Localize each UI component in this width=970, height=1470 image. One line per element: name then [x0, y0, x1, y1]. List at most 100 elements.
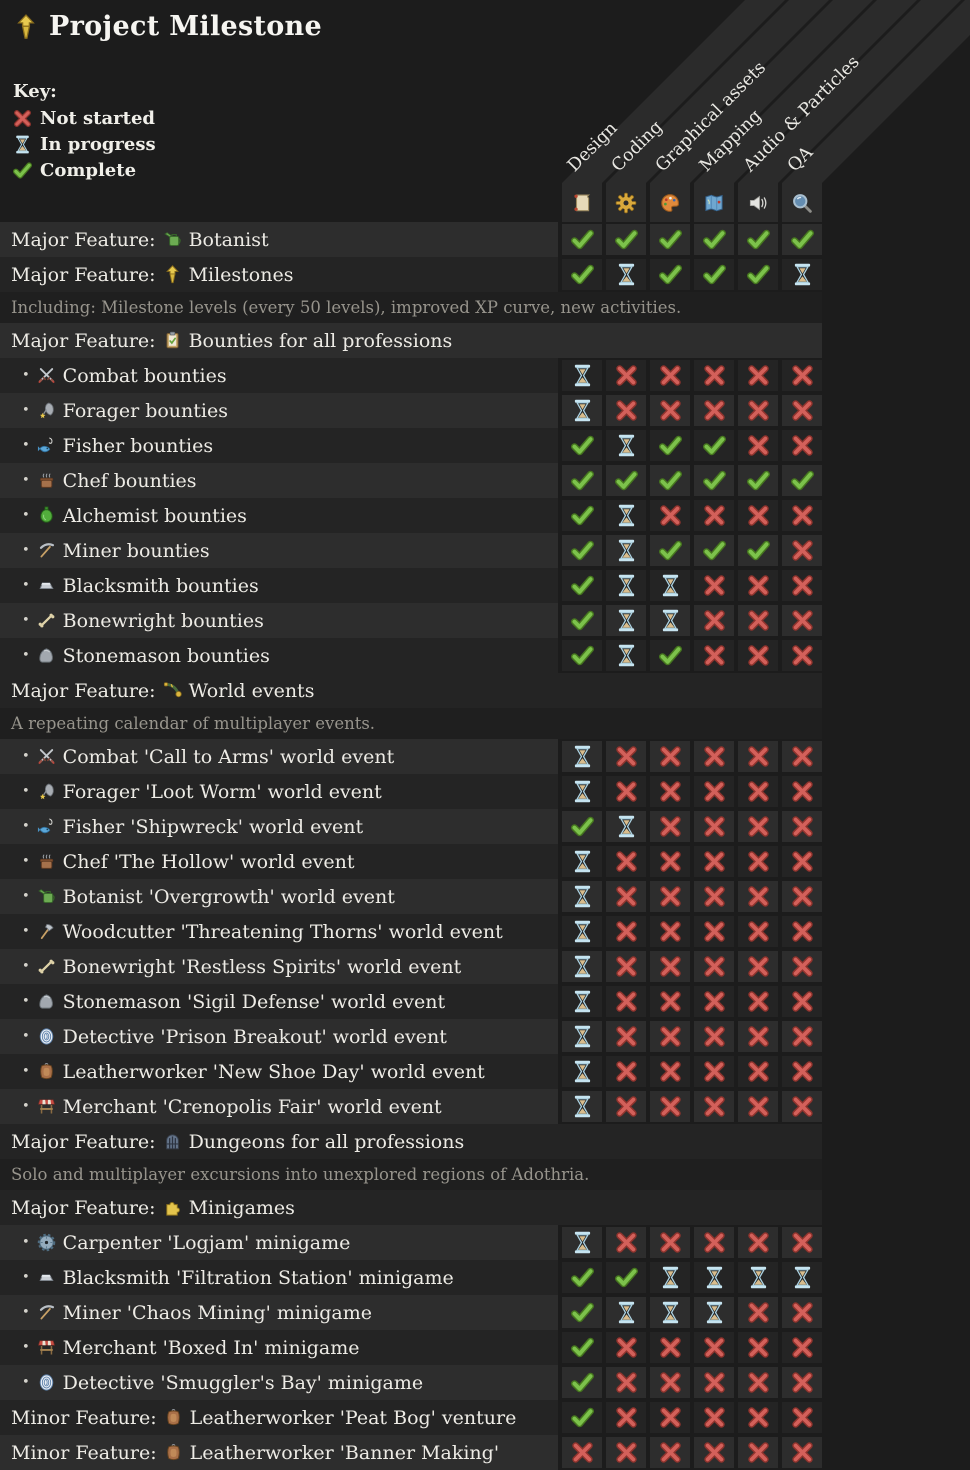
- section-header-row: Major Feature: Bounties for all professi…: [0, 323, 822, 358]
- bullet-icon: •: [22, 1099, 30, 1114]
- status-cell-not-started: [650, 1402, 690, 1433]
- row-label-text: Chef 'The Hollow' world event: [62, 850, 355, 873]
- check-icon: [571, 434, 594, 457]
- status-cell-not-started: [650, 1227, 690, 1258]
- table-row: • Woodcutter 'Threatening Thorns' world …: [0, 914, 822, 949]
- row-label-text: Chef bounties: [62, 469, 197, 492]
- cross-icon: [703, 609, 726, 632]
- status-cell-not-started: [606, 741, 646, 772]
- milestone-icon: [163, 265, 182, 284]
- cross-icon: [747, 1025, 770, 1048]
- status-cell-not-started: [738, 1367, 778, 1398]
- status-cell-complete: [782, 465, 822, 496]
- row-label-text: Forager 'Loot Worm' world event: [62, 780, 382, 803]
- cross-icon: [659, 1060, 682, 1083]
- row-label: • Miner bounties: [0, 533, 558, 568]
- status-cell-in-progress: [606, 500, 646, 531]
- hourglass-icon: [571, 399, 594, 422]
- row-label-text: Blacksmith bounties: [62, 574, 259, 597]
- status-cell-complete: [650, 465, 690, 496]
- status-cell-not-started: [694, 811, 734, 842]
- cross-icon: [615, 780, 638, 803]
- status-cell-not-started: [782, 741, 822, 772]
- row-label: • Leatherworker 'New Shoe Day' world eve…: [0, 1054, 558, 1089]
- bullet-icon: •: [22, 854, 30, 869]
- status-cell-not-started: [782, 1091, 822, 1122]
- row-label-text: Alchemist bounties: [62, 504, 247, 527]
- check-icon: [659, 469, 682, 492]
- status-cell-not-started: [694, 500, 734, 531]
- status-cell-not-started: [782, 1056, 822, 1087]
- cross-icon: [615, 920, 638, 943]
- status-cell-complete: [650, 430, 690, 461]
- cross-icon: [615, 1025, 638, 1048]
- check-icon: [659, 644, 682, 667]
- status-cell-complete: [562, 640, 602, 671]
- saw-icon: [37, 1233, 56, 1252]
- rock-icon: [37, 992, 56, 1011]
- status-cell-complete: [562, 1402, 602, 1433]
- legend-item-in-progress: In progress: [13, 131, 156, 157]
- table-row: • Stonemason bounties: [0, 638, 822, 673]
- status-cell-in-progress: [562, 986, 602, 1017]
- forager-icon: [37, 782, 56, 801]
- cross-icon: [747, 644, 770, 667]
- cross-icon: [703, 885, 726, 908]
- check-icon: [571, 574, 594, 597]
- row-label: • Woodcutter 'Threatening Thorns' world …: [0, 914, 558, 949]
- row-label-text: Botanist: [188, 228, 269, 251]
- row-label: Minor Feature: Leatherworker 'Peat Bog' …: [0, 1400, 558, 1435]
- cross-icon: [615, 955, 638, 978]
- watering-can-icon: [163, 230, 182, 249]
- status-cell-complete: [562, 465, 602, 496]
- cross-icon: [659, 920, 682, 943]
- table-header: Design Coding Graphical assets Mapping Audio…: [0, 0, 970, 222]
- status-cell-not-started: [606, 1056, 646, 1087]
- row-label-text: Detective 'Smuggler's Bay' minigame: [62, 1371, 424, 1394]
- status-cell-not-started: [738, 570, 778, 601]
- status-cell-complete: [738, 535, 778, 566]
- status-cell-not-started: [606, 1091, 646, 1122]
- cross-icon: [659, 364, 682, 387]
- cross-icon: [747, 815, 770, 838]
- row-label-text: Dungeons for all professions: [188, 1130, 465, 1153]
- status-cell-not-started: [738, 1021, 778, 1052]
- legend-item-not-started: Not started: [13, 105, 156, 131]
- status-cell-complete: [562, 500, 602, 531]
- forager-icon: [37, 401, 56, 420]
- page-title-text: Project Milestone: [49, 11, 322, 42]
- row-label-text: Forager bounties: [62, 399, 228, 422]
- cross-icon: [659, 1336, 682, 1359]
- status-cell-not-started: [650, 986, 690, 1017]
- table-row: • Forager 'Loot Worm' world event: [0, 774, 822, 809]
- row-label: Major Feature: Botanist: [0, 222, 558, 257]
- cross-icon: [747, 1060, 770, 1083]
- status-cell-complete: [562, 535, 602, 566]
- status-cell-in-progress: [650, 570, 690, 601]
- hourglass-icon: [571, 990, 594, 1013]
- cross-icon: [703, 1095, 726, 1118]
- status-cell-in-progress: [606, 535, 646, 566]
- row-prefix: Major Feature:: [11, 329, 156, 352]
- bullet-icon: •: [22, 749, 30, 764]
- cross-icon: [659, 1025, 682, 1048]
- status-cell-not-started: [738, 605, 778, 636]
- row-label-text: Leatherworker 'Banner Making': [189, 1441, 500, 1464]
- status-cell-complete: [650, 535, 690, 566]
- status-cell-in-progress: [606, 640, 646, 671]
- cross-icon: [703, 850, 726, 873]
- status-cell-not-started: [694, 776, 734, 807]
- status-cell-not-started: [782, 986, 822, 1017]
- hourglass-icon: [615, 504, 638, 527]
- status-cell-complete: [782, 224, 822, 255]
- check-icon: [659, 539, 682, 562]
- bullet-icon: •: [22, 473, 30, 488]
- check-icon: [571, 1266, 594, 1289]
- status-cell-not-started: [606, 360, 646, 391]
- bullet-icon: •: [22, 613, 30, 628]
- cross-icon: [791, 644, 814, 667]
- cross-icon: [659, 850, 682, 873]
- table-row: • Botanist 'Overgrowth' world event: [0, 879, 822, 914]
- status-cell-not-started: [694, 1021, 734, 1052]
- row-label: • Blacksmith bounties: [0, 568, 558, 603]
